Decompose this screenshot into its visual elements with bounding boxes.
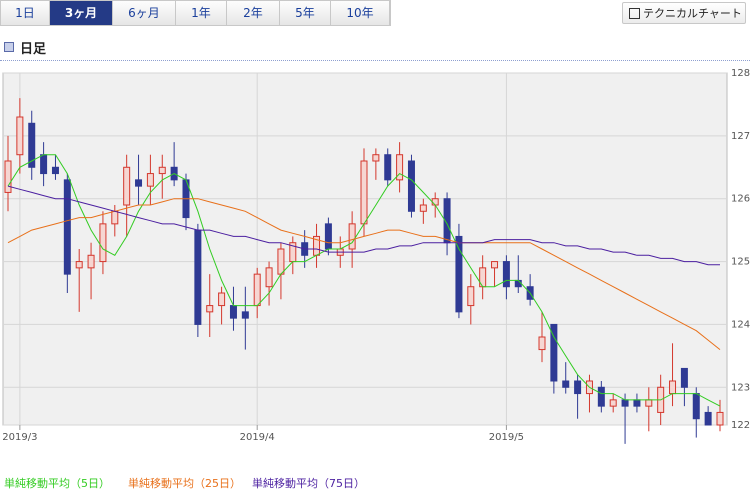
candle-body bbox=[597, 386, 605, 407]
candle-body bbox=[63, 179, 71, 275]
candle-body bbox=[75, 261, 83, 269]
candle-body bbox=[40, 154, 48, 175]
candle-body bbox=[135, 179, 143, 187]
y-tick-label: 126 bbox=[731, 194, 750, 205]
y-tick-label: 127 bbox=[731, 131, 750, 142]
y-tick-label: 123 bbox=[731, 382, 750, 393]
candle-body bbox=[229, 305, 237, 319]
candle-body bbox=[253, 273, 261, 307]
moving-average-line bbox=[7, 198, 721, 350]
candle-body bbox=[384, 154, 392, 181]
candle-body bbox=[123, 166, 131, 206]
range-tab[interactable]: 2年 bbox=[227, 1, 280, 25]
range-tab[interactable]: 1年 bbox=[176, 1, 227, 25]
candle-body bbox=[4, 160, 12, 193]
candle-body bbox=[455, 235, 463, 313]
candle-body bbox=[538, 336, 546, 351]
y-tick-label: 122 bbox=[731, 420, 750, 431]
candle-body bbox=[609, 399, 617, 407]
moving-average-line bbox=[7, 185, 720, 266]
range-tab[interactable]: 10年 bbox=[331, 1, 390, 25]
candle-body bbox=[680, 367, 688, 388]
section-title: 日足 bbox=[4, 38, 46, 57]
range-tab[interactable]: 5年 bbox=[280, 1, 331, 25]
range-tab[interactable]: 6ヶ月 bbox=[113, 1, 176, 25]
candle-body bbox=[16, 116, 24, 156]
candle-body bbox=[111, 210, 119, 225]
candle-body bbox=[241, 311, 249, 319]
candle-body bbox=[28, 122, 36, 168]
candle-body bbox=[621, 399, 629, 407]
range-tab[interactable]: 3ヶ月 bbox=[50, 1, 113, 25]
candle-body bbox=[514, 279, 522, 288]
plot-area bbox=[2, 72, 728, 426]
divider bbox=[0, 60, 750, 61]
legend-entry: 単純移動平均（75日） bbox=[252, 476, 365, 490]
x-tick-label: 2019/5 bbox=[489, 432, 524, 443]
candle-body bbox=[669, 380, 677, 395]
candle-body bbox=[467, 286, 475, 307]
range-tabs: 1日 3ヶ月 6ヶ月 1年 2年 5年 10年 bbox=[0, 0, 391, 26]
candle-body bbox=[502, 261, 510, 288]
candle-body bbox=[419, 204, 427, 212]
candle-body bbox=[206, 305, 214, 313]
candle-body bbox=[360, 160, 368, 225]
candle-body bbox=[407, 160, 415, 212]
technical-chart-button[interactable]: テクニカルチャート bbox=[622, 2, 746, 24]
candle-body bbox=[265, 267, 273, 288]
legend-entry: 単純移動平均（25日） bbox=[128, 476, 241, 490]
y-tick-label: 124 bbox=[731, 319, 750, 330]
candle-body bbox=[562, 380, 570, 388]
candle-body bbox=[574, 380, 582, 395]
moving-average-line bbox=[7, 154, 721, 407]
x-tick-label: 2019/3 bbox=[2, 432, 37, 443]
candle-body bbox=[218, 292, 226, 307]
range-tab[interactable]: 1日 bbox=[1, 1, 50, 25]
x-tick-label: 2019/4 bbox=[240, 432, 275, 443]
candle-body bbox=[396, 154, 404, 181]
candle-body bbox=[645, 399, 653, 407]
candle-body bbox=[87, 254, 95, 269]
candle-body bbox=[158, 166, 166, 175]
candle-body bbox=[348, 223, 356, 250]
candle-body bbox=[716, 411, 724, 426]
candle-body bbox=[324, 223, 332, 250]
y-tick-label: 125 bbox=[731, 257, 750, 268]
candle-body bbox=[372, 154, 380, 162]
candle-body bbox=[277, 248, 285, 275]
candle-body bbox=[431, 198, 439, 206]
candle-body bbox=[704, 411, 712, 426]
candle-body bbox=[146, 173, 154, 187]
candle-body bbox=[491, 261, 499, 269]
candle-body bbox=[194, 229, 202, 325]
candle-body bbox=[692, 393, 700, 420]
candle-body bbox=[633, 399, 641, 407]
candle-body bbox=[99, 223, 107, 263]
y-tick-label: 128 bbox=[731, 68, 750, 79]
candle-body bbox=[51, 166, 59, 175]
candle-body bbox=[550, 323, 558, 382]
legend-entry: 単純移動平均（5日） bbox=[4, 476, 110, 490]
